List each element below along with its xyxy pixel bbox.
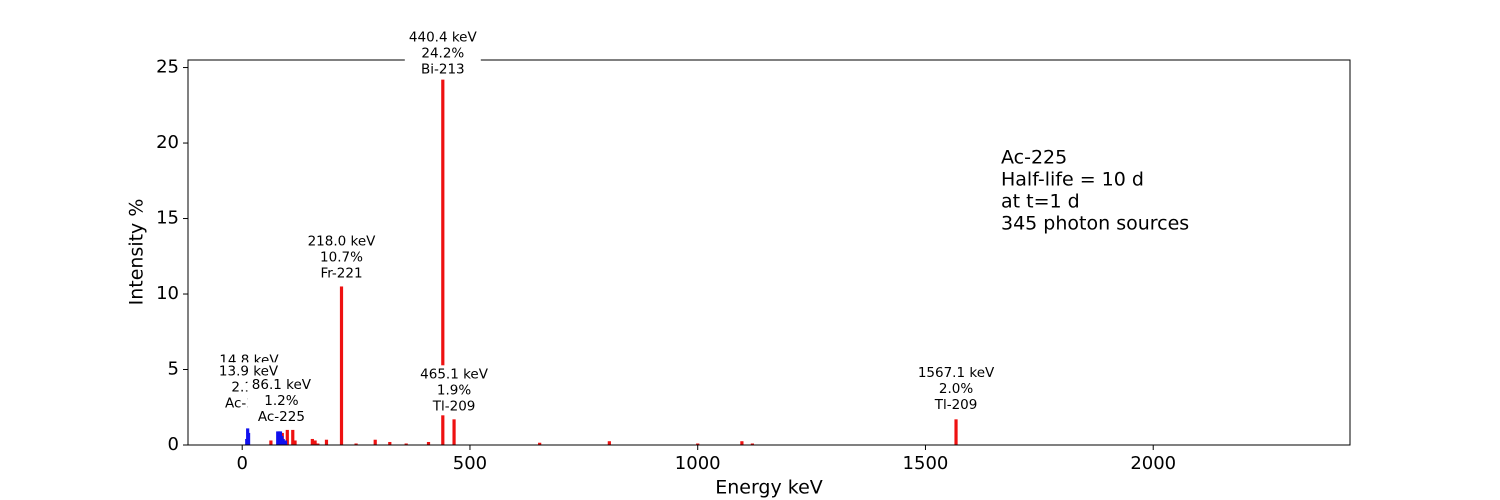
x-tick-label: 1500 bbox=[903, 453, 949, 474]
x-tick-label: 2000 bbox=[1130, 453, 1176, 474]
annotation-text: 1567.1 keV bbox=[918, 365, 995, 381]
info-text: Half-life = 10 d bbox=[1001, 169, 1144, 191]
bar bbox=[269, 440, 273, 445]
bar bbox=[696, 443, 700, 445]
annotation-text: 2.0% bbox=[939, 381, 973, 397]
bar bbox=[373, 439, 377, 445]
annotation-box bbox=[247, 375, 316, 426]
bar bbox=[324, 439, 329, 445]
bar bbox=[538, 442, 542, 445]
annotation-text: 1.2% bbox=[264, 393, 298, 409]
bar bbox=[291, 429, 295, 445]
annotation-text: 1.9% bbox=[437, 382, 471, 398]
x-tick-label: 0 bbox=[236, 453, 247, 474]
annotation-text: 10.7% bbox=[320, 249, 363, 265]
annotation-text: 13.9 keV bbox=[219, 363, 279, 379]
bar bbox=[310, 438, 314, 445]
annotation-text: 440.4 keV bbox=[409, 30, 478, 46]
annotation-box bbox=[303, 232, 380, 283]
annotation-box bbox=[404, 28, 481, 79]
bar bbox=[607, 441, 611, 445]
bar bbox=[388, 441, 392, 445]
annotation-box bbox=[416, 365, 493, 416]
bar bbox=[339, 286, 344, 445]
x-axis-label: Energy keV bbox=[715, 477, 823, 499]
annotation-text: Tl-209 bbox=[432, 398, 476, 414]
bar bbox=[452, 419, 456, 445]
y-tick-label: 0 bbox=[168, 434, 179, 455]
x-tick-label: 1000 bbox=[675, 453, 721, 474]
bar bbox=[954, 419, 958, 445]
annotation-box bbox=[914, 363, 999, 414]
bar bbox=[740, 441, 744, 445]
y-tick-label: 25 bbox=[156, 57, 179, 78]
y-tick-label: 5 bbox=[168, 359, 179, 380]
annotation-text: Fr-221 bbox=[320, 265, 362, 281]
annotation-text: Tl-209 bbox=[934, 397, 978, 413]
annotation-text: 24.2% bbox=[421, 46, 464, 62]
plot-frame bbox=[187, 59, 1351, 446]
bar bbox=[283, 440, 288, 445]
bar bbox=[246, 432, 251, 445]
bar bbox=[313, 440, 317, 445]
bar bbox=[404, 443, 408, 445]
annotation-text: 218.0 keV bbox=[308, 233, 377, 249]
info-text: Ac-225 bbox=[1001, 147, 1067, 169]
bar bbox=[293, 440, 297, 445]
bar bbox=[285, 429, 289, 445]
y-tick-label: 10 bbox=[156, 283, 179, 304]
y-axis-label: Intensity % bbox=[126, 199, 148, 306]
annotation-text: Ac-225 bbox=[258, 409, 305, 425]
bar bbox=[750, 443, 754, 445]
bar bbox=[426, 441, 431, 445]
info-text: 345 photon sources bbox=[1001, 213, 1189, 235]
x-tick-label: 500 bbox=[453, 453, 487, 474]
annotation-text: Bi-213 bbox=[421, 62, 465, 78]
annotation-text: 465.1 keV bbox=[420, 366, 489, 382]
y-tick-label: 15 bbox=[156, 208, 179, 229]
bar bbox=[316, 443, 320, 445]
info-text: at t=1 d bbox=[1001, 191, 1080, 213]
y-tick-label: 20 bbox=[156, 132, 179, 153]
annotation-text: 86.1 keV bbox=[252, 377, 312, 393]
bar bbox=[354, 443, 358, 445]
bar bbox=[281, 438, 285, 445]
bar bbox=[441, 79, 445, 446]
